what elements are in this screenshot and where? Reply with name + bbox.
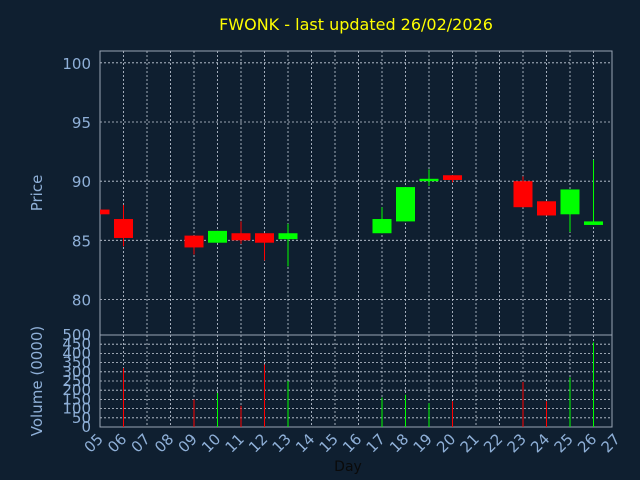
candle-body xyxy=(100,209,110,215)
volume-tick-label: 500 xyxy=(62,326,91,344)
volume-tick-label: 450 xyxy=(62,335,91,353)
candle-body xyxy=(255,233,274,243)
candles xyxy=(100,159,603,267)
candle-body xyxy=(208,230,227,243)
volume-tick-label: 200 xyxy=(62,381,91,399)
price-tick-label: 80 xyxy=(72,292,91,310)
volume-tick-label: 300 xyxy=(62,363,91,381)
volume-tick-label: 400 xyxy=(62,344,91,362)
candle-body xyxy=(396,187,415,222)
volume-tick-label: 150 xyxy=(62,390,91,408)
candle-body xyxy=(513,181,533,208)
x-tick-labels: 0506070809101112131415161718192021222324… xyxy=(81,430,624,456)
price-tick-label: 85 xyxy=(72,232,91,250)
volume-tick-label: 100 xyxy=(62,400,91,418)
candle-body xyxy=(114,219,133,238)
chart-title: FWONK - last updated 26/02/2026 xyxy=(219,15,493,34)
x-axis-label: Day xyxy=(334,459,362,475)
candle-body xyxy=(419,178,439,182)
candle-body xyxy=(537,201,556,216)
price-tick-label: 90 xyxy=(72,173,91,191)
candle-body xyxy=(372,219,392,234)
price-tick-label: 100 xyxy=(62,55,91,73)
price-y-tick-labels: 80 85 90 95 100 xyxy=(62,55,91,310)
candle-body xyxy=(231,233,251,241)
volume-tick-label: 250 xyxy=(62,372,91,390)
volume-tick-label: 0 xyxy=(81,418,91,436)
volume-tick-label: 50 xyxy=(72,409,91,427)
candle-body xyxy=(584,221,603,225)
candle-body xyxy=(560,189,580,215)
volume-panel-frame xyxy=(99,334,613,428)
candle-body xyxy=(184,235,204,248)
candle-body xyxy=(278,233,298,240)
volume-axis-label: Volume (0000) xyxy=(28,326,46,436)
candle-body xyxy=(443,175,462,180)
volume-tick-label: 350 xyxy=(62,354,91,372)
price-axis-label: Price xyxy=(28,175,46,212)
volume-bars xyxy=(123,342,594,427)
price-tick-label: 95 xyxy=(72,114,91,132)
